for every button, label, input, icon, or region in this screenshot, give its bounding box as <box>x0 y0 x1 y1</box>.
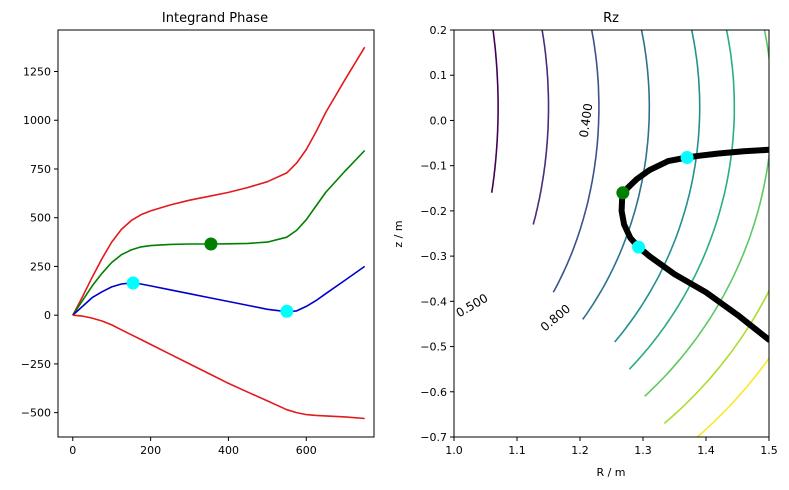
integrand-phase-y-tick-label-7: 1250 <box>23 66 51 79</box>
rz-title: Rz <box>603 11 619 26</box>
integrand-phase-markers <box>126 237 294 318</box>
rz-marker-0 <box>616 186 630 200</box>
rz-y-tick-label-3: −0.4 <box>420 295 447 308</box>
rz-x-tick-label-0: 1.0 <box>445 444 463 457</box>
integrand-phase-y-tick-label-3: 250 <box>30 260 51 273</box>
contour-label-0500: 0.500 <box>454 291 491 320</box>
integrand-phase-series-0 <box>72 46 366 316</box>
integrand-phase-frame <box>57 29 375 438</box>
rz-y-tick-label-6: −0.1 <box>420 160 447 173</box>
contour-label-0400: 0.400 <box>577 102 596 138</box>
integrand-phase-y-tick-label-6: 1000 <box>23 114 51 127</box>
rz-contour-2 <box>552 30 600 293</box>
rz-y-tick-label-0: −0.7 <box>420 431 447 444</box>
rz-x-tick-label-3: 1.3 <box>634 444 652 457</box>
rz-contour-8 <box>696 356 769 437</box>
rz-y-tick-label-5: −0.2 <box>420 205 447 218</box>
integrand-phase-marker-0 <box>126 276 140 290</box>
integrand-phase-y-tick-label-1: −250 <box>21 358 51 371</box>
rz-marker-1 <box>680 151 694 165</box>
rz-marker-2 <box>632 240 646 254</box>
rz-contour-5 <box>628 30 736 370</box>
contour-label-0800: 0.800 <box>538 302 573 335</box>
integrand-phase-y-tick-label-2: 0 <box>44 309 51 322</box>
rz-y-axis-label: z / m <box>392 220 405 247</box>
rz-contour-7 <box>663 289 769 425</box>
integrand-phase-panel: Integrand Phase 0 200 400 600 −500 −250 0 250 5… <box>21 11 375 457</box>
rz-contours <box>490 30 769 437</box>
integrand-phase-x-tick-label-1: 200 <box>140 444 161 457</box>
rz-x-ticks: 1.0 1.1 1.2 1.3 1.4 1.5 <box>445 437 778 457</box>
rz-panel: Rz 0.400 0.500 0.800 1.0 1.1 1.2 1.3 1.4 1.5 … <box>392 11 778 479</box>
rz-x-axis-label: R / m <box>596 466 625 479</box>
rz-contour-6 <box>644 30 769 397</box>
integrand-phase-series-3 <box>72 314 365 420</box>
rz-x-tick-label-5: 1.5 <box>760 444 778 457</box>
rz-contour-1 <box>532 30 550 225</box>
integrand-phase-x-tick-label-2: 400 <box>218 444 239 457</box>
integrand-phase-y-tick-label-0: −500 <box>21 407 51 420</box>
rz-y-tick-label-7: 0.0 <box>430 114 448 127</box>
integrand-phase-y-tick-label-5: 750 <box>30 163 51 176</box>
rz-y-tick-label-1: −0.6 <box>420 386 447 399</box>
integrand-phase-y-tick-label-4: 500 <box>30 212 51 225</box>
integrand-phase-title: Integrand Phase <box>162 11 268 26</box>
integrand-phase-series-2 <box>72 265 366 316</box>
rz-contour-4 <box>614 30 701 343</box>
integrand-phase-x-tick-label-0: 0 <box>69 444 76 457</box>
rz-y-tick-label-8: 0.1 <box>430 69 448 82</box>
integrand-phase-lines <box>72 46 366 420</box>
integrand-phase-x-tick-label-3: 600 <box>296 444 317 457</box>
integrand-phase-x-ticks: 0 200 400 600 <box>69 437 317 457</box>
rz-frame <box>453 29 770 438</box>
integrand-phase-marker-1 <box>204 237 218 251</box>
integrand-phase-series-1 <box>72 149 366 316</box>
rz-y-tick-label-9: 0.2 <box>430 24 448 37</box>
rz-x-tick-label-2: 1.2 <box>571 444 589 457</box>
integrand-phase-marker-2 <box>280 304 294 318</box>
rz-y-tick-label-4: −0.3 <box>420 250 447 263</box>
integrand-phase-y-ticks: −500 −250 0 250 500 750 1000 1250 <box>21 66 58 420</box>
rz-markers <box>616 151 694 254</box>
rz-x-tick-label-1: 1.1 <box>508 444 526 457</box>
rz-y-tick-label-2: −0.5 <box>420 341 447 354</box>
rz-x-tick-label-4: 1.4 <box>697 444 715 457</box>
rz-contour-labels: 0.400 0.500 0.800 <box>454 102 596 334</box>
rz-contour-0 <box>490 30 499 193</box>
rz-y-ticks: −0.7 −0.6 −0.5 −0.4 −0.3 −0.2 −0.1 0.0 0.1 0.2 <box>420 24 454 444</box>
